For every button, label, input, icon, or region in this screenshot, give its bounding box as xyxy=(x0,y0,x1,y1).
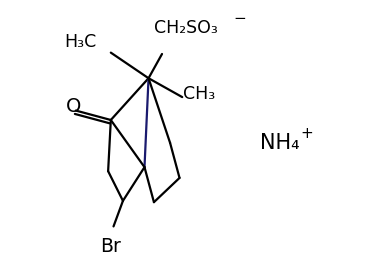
Text: H₃C: H₃C xyxy=(64,33,96,51)
Text: NH₄: NH₄ xyxy=(261,133,300,153)
Text: +: + xyxy=(301,126,313,141)
Text: −: − xyxy=(234,12,246,26)
Text: CH₂SO₃: CH₂SO₃ xyxy=(154,19,218,37)
Text: CH₃: CH₃ xyxy=(183,86,215,103)
Text: O: O xyxy=(66,97,81,116)
Text: Br: Br xyxy=(100,237,121,256)
